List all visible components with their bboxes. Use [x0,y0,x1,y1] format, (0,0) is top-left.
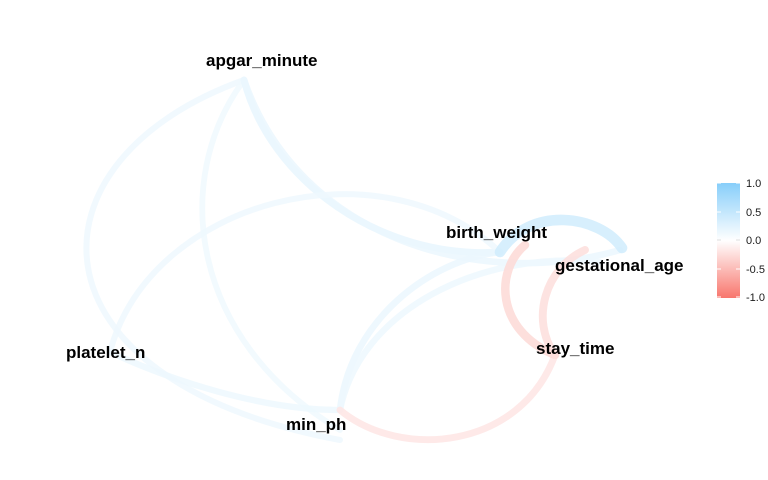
node-apgar-minute: apgar_minute [206,51,317,70]
edge-minph-stay [336,351,559,444]
edge-minph-gest [336,257,604,414]
edge-gest-stay [538,246,589,359]
edge-platelet-birth [107,191,503,355]
node-min-ph: min_ph [286,415,346,434]
edge-apgar-gest [240,76,624,267]
edge-apgar-minph [199,77,343,433]
color-legend: 1.0 0.5 0.0 -0.5 -1.0 [717,178,765,304]
legend-tick-label: -0.5 [746,264,765,276]
node-stay-time: stay_time [536,339,614,358]
node-platelet-n: platelet_n [66,343,145,362]
node-birth-weight: birth_weight [446,223,547,242]
legend-tick-label: -1.0 [746,292,765,304]
edges-layer [83,76,628,444]
legend-colorbar [717,183,740,298]
legend-tick-label: 0.0 [746,235,761,247]
edge-minph-birth [336,248,504,414]
edge-apgar-platelet [83,77,343,443]
edge-birth-gest [494,214,628,258]
edge-birth-stay [501,240,560,360]
legend-tick-label: 0.5 [746,207,761,219]
edge-platelet-minph [106,348,344,414]
node-gestational-age: gestational_age [555,256,684,275]
node-labels: apgar_minute birth_weight gestational_ag… [66,51,684,434]
legend-tick-label: 1.0 [746,178,761,190]
